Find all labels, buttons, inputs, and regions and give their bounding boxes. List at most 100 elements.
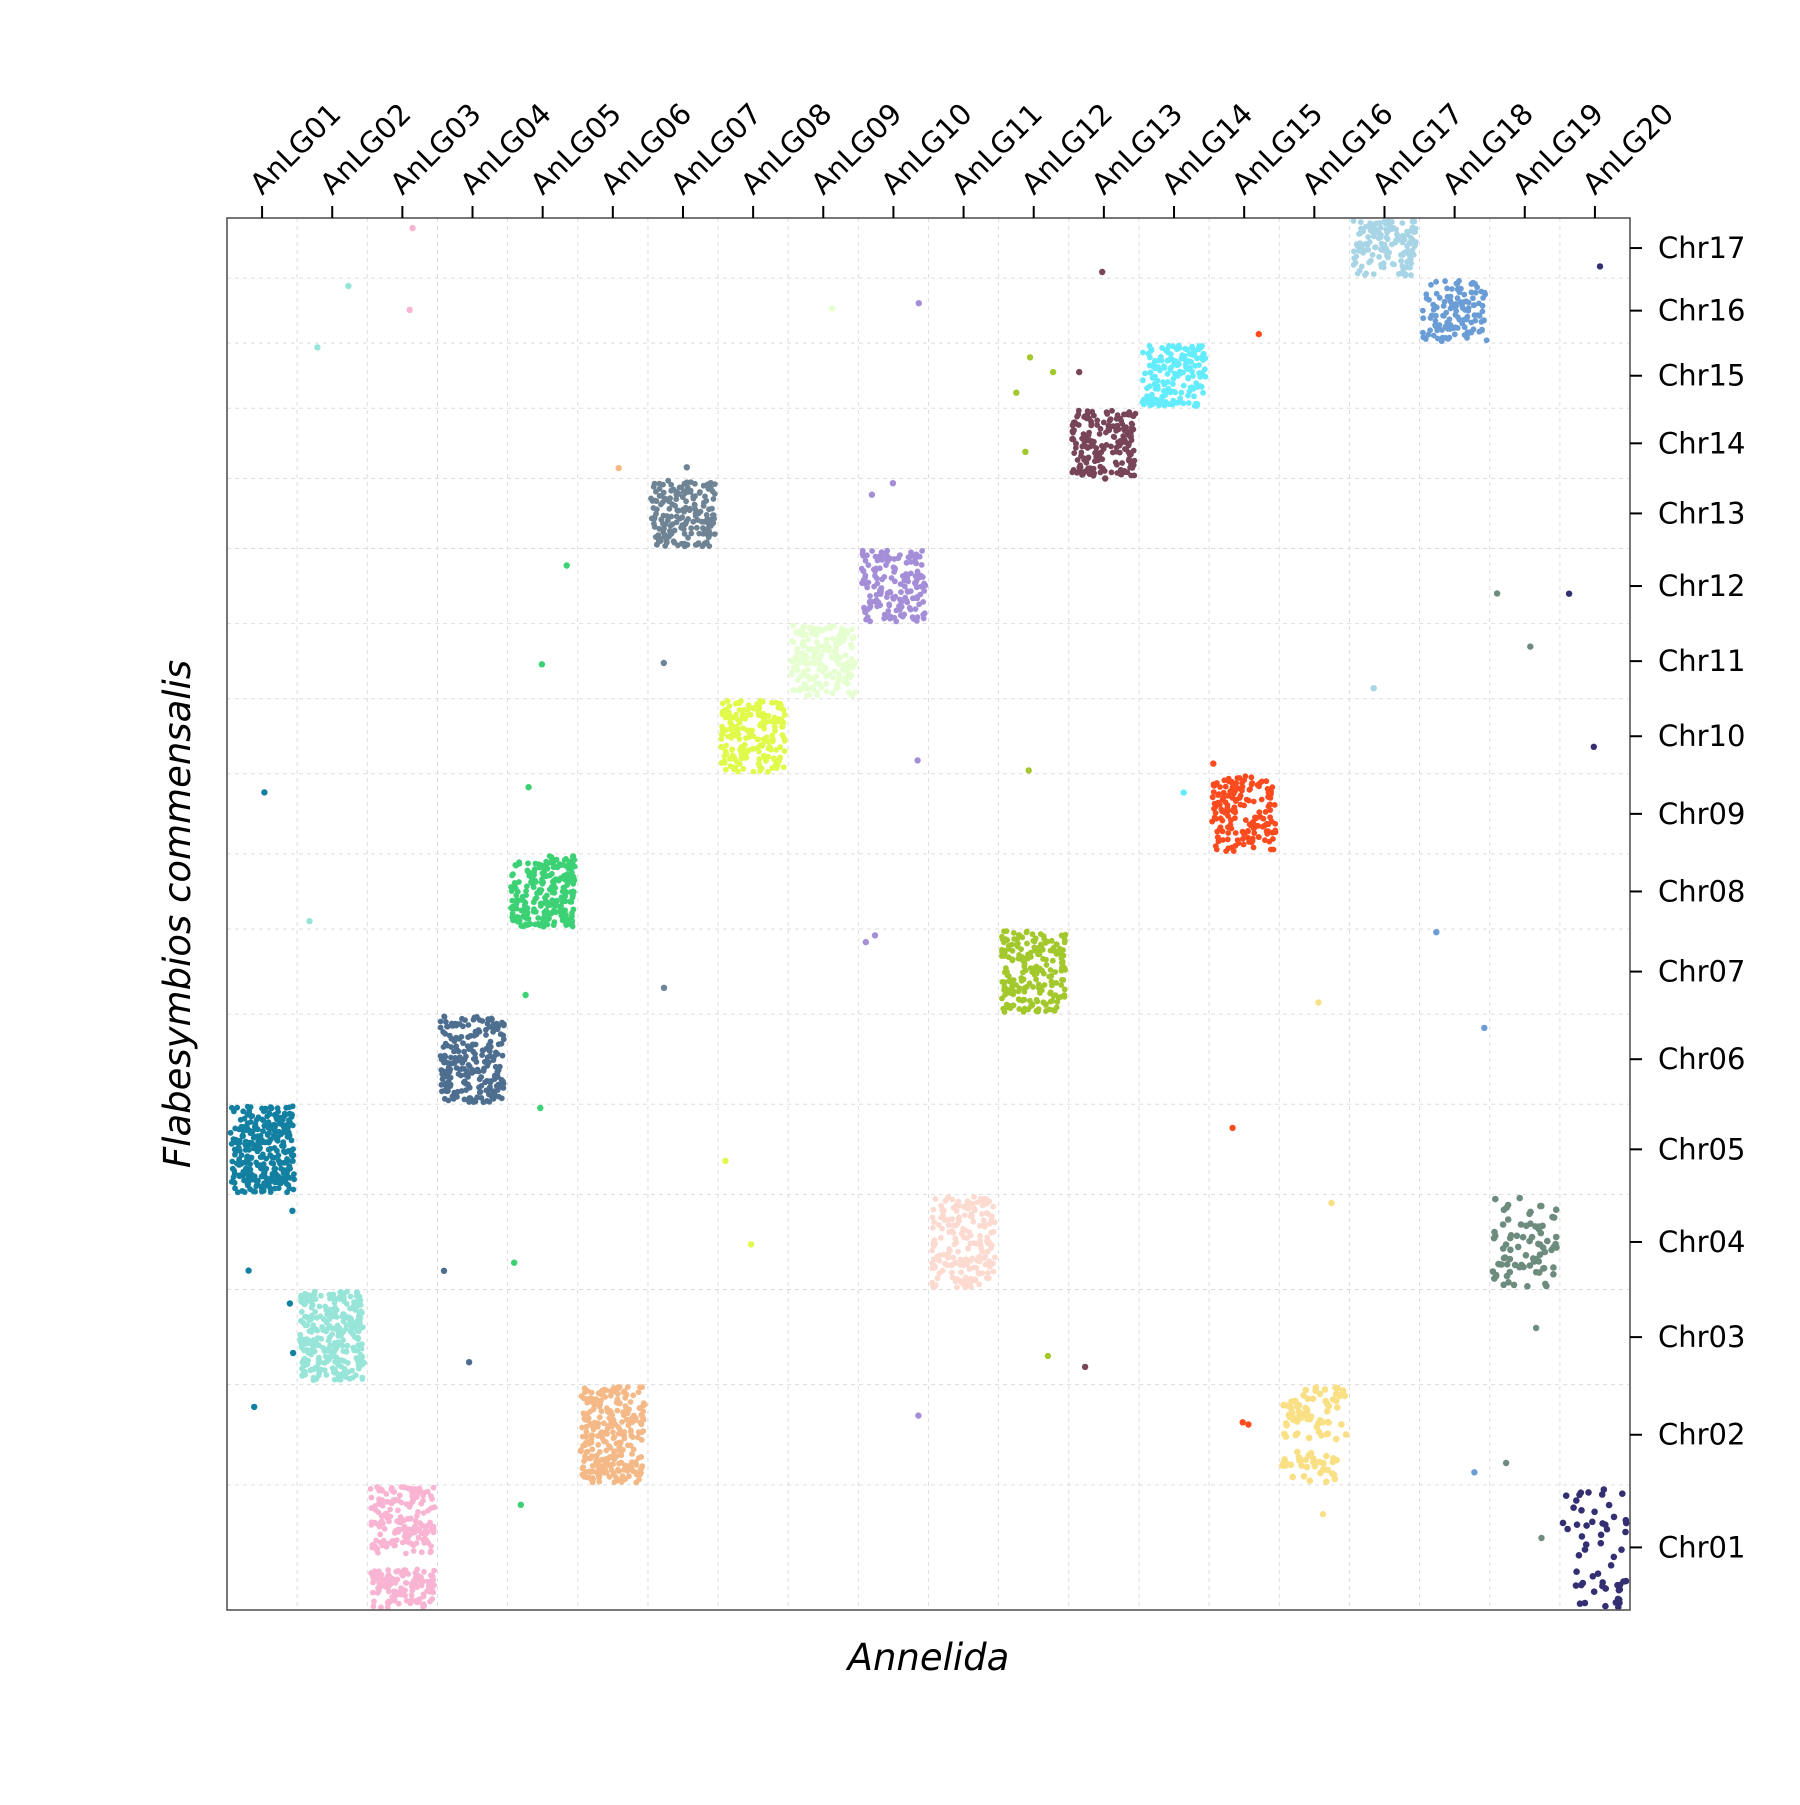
data-point — [754, 736, 761, 743]
data-point — [703, 497, 710, 504]
data-point — [912, 556, 919, 562]
data-point — [1163, 347, 1169, 354]
data-point — [1021, 1005, 1028, 1012]
data-point — [1015, 932, 1022, 938]
data-point — [1281, 1456, 1288, 1463]
data-point — [1200, 389, 1206, 396]
data-point — [648, 515, 655, 522]
data-point — [533, 895, 540, 901]
data-point — [1236, 795, 1243, 801]
data-point — [941, 1207, 947, 1214]
data-point — [441, 1059, 447, 1066]
data-point — [617, 1400, 623, 1407]
data-point — [921, 610, 928, 617]
data-point — [1000, 1005, 1007, 1012]
data-point — [380, 1579, 387, 1586]
data-point — [582, 1440, 589, 1447]
data-point — [724, 698, 731, 704]
data-point — [1441, 312, 1447, 319]
data-point — [1020, 969, 1026, 976]
data-point — [1059, 958, 1066, 965]
data-point — [538, 661, 546, 668]
data-point — [1503, 1261, 1511, 1268]
data-point — [498, 1084, 505, 1091]
data-point — [316, 1303, 323, 1310]
data-point — [945, 1194, 952, 1200]
data-point — [562, 863, 569, 869]
data-point — [476, 1076, 483, 1083]
data-point — [583, 1428, 590, 1435]
data-point — [822, 666, 828, 673]
data-point — [1160, 399, 1167, 406]
data-point — [616, 1460, 622, 1467]
data-point — [1100, 419, 1107, 426]
data-point — [227, 1129, 234, 1136]
data-point — [414, 1525, 420, 1532]
data-point — [905, 578, 912, 585]
data-point — [845, 668, 851, 674]
data-point — [442, 1040, 449, 1047]
data-point — [1367, 220, 1373, 227]
data-point — [1090, 472, 1097, 479]
data-point — [687, 505, 693, 512]
data-point — [1535, 1240, 1542, 1248]
data-point — [778, 705, 785, 712]
data-point — [498, 1076, 505, 1083]
data-point — [1294, 1448, 1301, 1456]
data-point — [955, 1248, 961, 1255]
data-point — [1155, 399, 1161, 405]
data-point — [1492, 1195, 1499, 1203]
data-point — [1408, 260, 1414, 267]
data-point — [1030, 984, 1036, 990]
data-point — [260, 1117, 267, 1124]
data-point — [650, 505, 657, 511]
data-point — [770, 755, 777, 762]
data-point — [1220, 794, 1227, 801]
data-point — [1170, 397, 1177, 404]
data-point — [1615, 1603, 1622, 1611]
data-point — [773, 762, 779, 768]
data-point — [1581, 1546, 1589, 1553]
data-point — [420, 1490, 427, 1496]
data-point — [414, 1487, 421, 1493]
data-point — [448, 1044, 454, 1050]
data-point — [582, 1469, 589, 1475]
data-point — [949, 1269, 955, 1276]
data-point — [1455, 314, 1461, 321]
data-point — [359, 1341, 365, 1348]
data-point — [1245, 1421, 1252, 1428]
data-point — [420, 1601, 427, 1607]
data-point — [1599, 1579, 1606, 1586]
data-point — [1130, 462, 1137, 468]
data-point — [451, 1038, 458, 1044]
data-point — [1293, 1418, 1301, 1425]
y-tick-label: Chr05 — [1658, 1132, 1745, 1166]
data-point — [660, 481, 666, 488]
data-point — [728, 755, 735, 762]
data-point — [614, 1386, 620, 1393]
data-point — [680, 506, 686, 513]
data-point — [722, 766, 729, 773]
data-point — [999, 953, 1005, 959]
data-point — [1550, 1264, 1557, 1271]
data-point — [1031, 971, 1038, 978]
data-point — [1590, 1588, 1598, 1595]
data-point — [1202, 373, 1209, 380]
data-point — [1167, 356, 1173, 363]
data-point — [1047, 990, 1053, 997]
data-point — [1616, 1596, 1623, 1603]
data-point — [590, 1405, 597, 1412]
data-point — [471, 1068, 478, 1075]
data-point — [243, 1170, 250, 1177]
data-point — [1087, 465, 1093, 471]
data-point — [1516, 1194, 1523, 1202]
data-point — [347, 1328, 354, 1335]
data-point — [601, 1420, 607, 1427]
data-point — [523, 888, 529, 894]
data-point — [1542, 1280, 1549, 1288]
data-point — [1258, 796, 1265, 803]
data-point — [649, 498, 656, 504]
data-point — [650, 483, 657, 490]
data-point — [1471, 1469, 1478, 1476]
data-point — [460, 1040, 466, 1046]
